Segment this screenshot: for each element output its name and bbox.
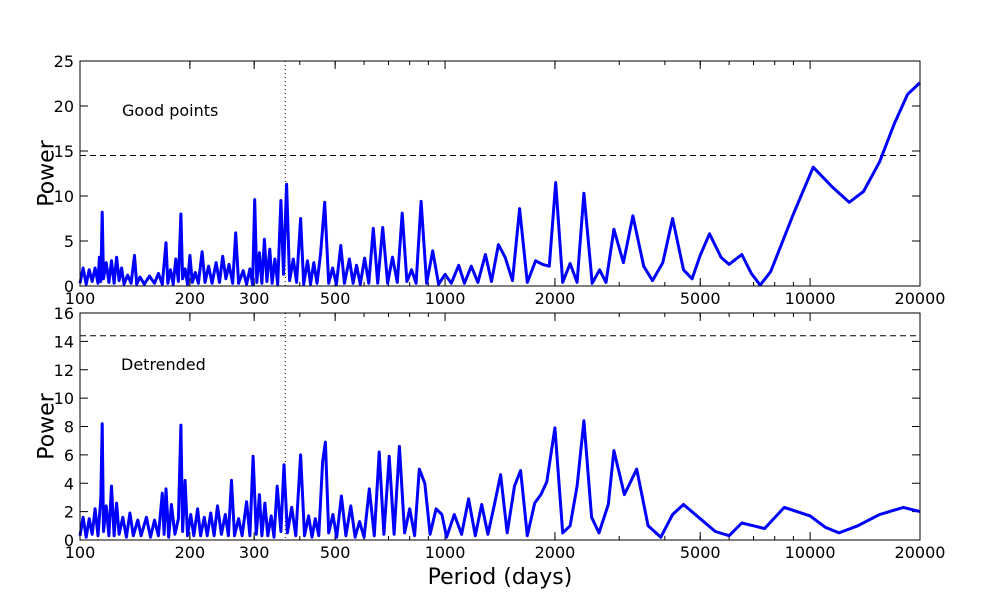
x-tick-label: 10000: [785, 543, 836, 562]
power-curve-bottom: [78, 419, 921, 539]
x-tick-label: 10000: [785, 289, 836, 308]
panel-detrended: 100 200 300 500 1000 2000 5000 10000 20000 0 2 4 6 8…: [35, 304, 946, 590]
y-tick-label: 16: [54, 304, 74, 323]
x-tick-label: 100: [65, 289, 96, 308]
y-tick-label: 12: [54, 361, 74, 380]
y-tick-label: 20: [54, 97, 74, 116]
y-tick-label: 0: [64, 531, 74, 550]
x-tick-label: 5000: [680, 289, 721, 308]
y-tick-label: 10: [54, 389, 74, 408]
x-tick-label: 500: [320, 543, 351, 562]
x-tick-label: 300: [239, 543, 270, 562]
y-tick-label: 14: [54, 332, 74, 351]
x-tick-label: 200: [175, 289, 206, 308]
panel-annotation-detrended: Detrended: [121, 355, 206, 374]
x-tick-label: 20000: [895, 289, 946, 308]
x-tick-label: 20000: [895, 543, 946, 562]
ticks-top: [79, 60, 921, 287]
y-axis-title-top: Power: [35, 139, 60, 206]
y-tick-label: 6: [64, 446, 74, 465]
panel-annotation-good-points: Good points: [122, 101, 218, 120]
y-tick-labels-bottom: 0 2 4 6 8 10 12 14 16: [54, 304, 74, 550]
y-tick-label: 8: [64, 418, 74, 437]
y-tick-label: 15: [54, 142, 74, 161]
y-tick-label: 2: [64, 503, 74, 522]
y-tick-label: 4: [64, 474, 74, 493]
x-tick-label: 5000: [680, 543, 721, 562]
y-tick-label: 0: [64, 277, 74, 296]
x-tick-label: 300: [239, 289, 270, 308]
x-tick-label: 500: [320, 289, 351, 308]
y-tick-labels-top: 0 5 10 15 20 25: [54, 52, 74, 296]
x-tick-label: 1000: [425, 543, 466, 562]
x-tick-labels-top: 100 200 300 500 1000 2000 5000 10000 20000: [65, 289, 946, 308]
y-tick-label: 25: [54, 52, 74, 71]
plot-frame-top: [79, 60, 921, 287]
panel-good-points: 100 200 300 500 1000 2000 5000 10000 20000 0 5 10 1…: [35, 52, 946, 308]
power-curve-top: [78, 81, 922, 287]
x-axis-title: Period (days): [428, 565, 573, 590]
plot-frame-bottom: [79, 312, 921, 541]
y-tick-label: 5: [64, 232, 74, 251]
x-tick-label: 100: [65, 543, 96, 562]
reference-lines-top: [80, 61, 920, 286]
x-tick-label: 2000: [535, 543, 576, 562]
x-tick-label: 200: [175, 543, 206, 562]
y-tick-label: 10: [54, 187, 74, 206]
y-axis-title-bottom: Power: [35, 392, 60, 459]
x-tick-label: 2000: [535, 289, 576, 308]
reference-lines-bottom: [80, 313, 920, 540]
x-tick-label: 1000: [425, 289, 466, 308]
ticks-bottom: [79, 312, 921, 541]
x-tick-labels-bottom: 100 200 300 500 1000 2000 5000 10000 20000: [65, 543, 946, 562]
